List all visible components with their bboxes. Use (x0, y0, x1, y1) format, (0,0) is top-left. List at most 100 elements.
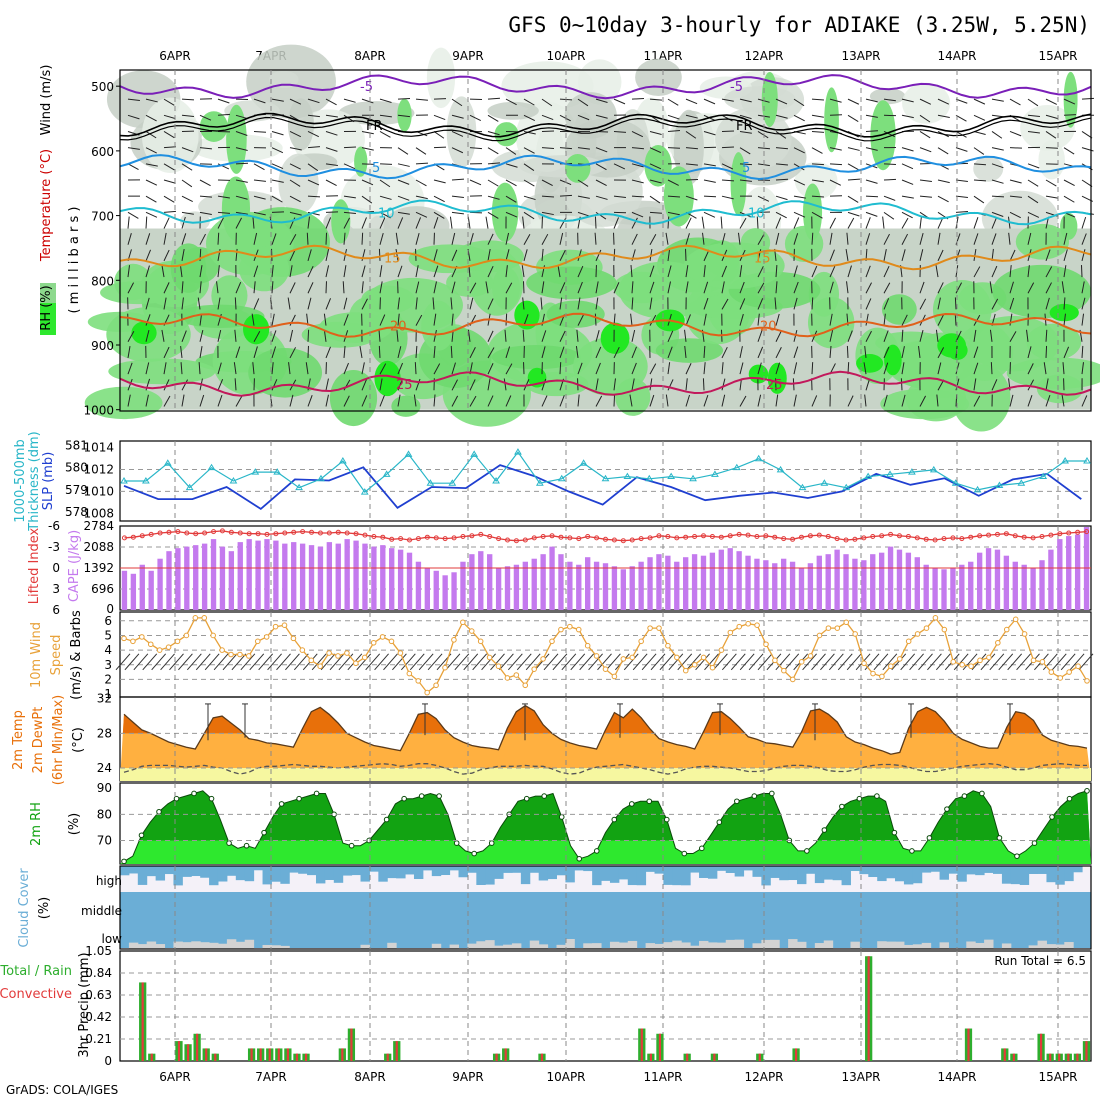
lifted-index-point (558, 534, 564, 540)
cloud-low-bar (609, 941, 620, 949)
wind-barb (487, 114, 499, 122)
cloud-high-bar (191, 866, 201, 877)
wind-barb (523, 114, 535, 122)
wind-barb (793, 281, 799, 294)
wind-barb (721, 114, 733, 122)
cloud-high-bar (921, 866, 932, 873)
cloud-low-bar (877, 941, 887, 949)
wind-barb (937, 195, 949, 203)
wind-barb (811, 395, 818, 407)
cloud-high-bar (298, 866, 308, 874)
rh-shade-gray (426, 47, 456, 109)
wind-barb (1009, 394, 1014, 407)
date-label-top: 15APR (1038, 49, 1077, 63)
rh2m-point (874, 793, 880, 799)
wind-barb (253, 265, 259, 278)
wind10-point (540, 656, 546, 662)
rh-shade-green (331, 199, 351, 244)
temperature-contour (119, 370, 1092, 397)
temperature-line (123, 704, 1088, 755)
wind-barb (325, 147, 338, 152)
precip-convective-bar (1085, 1041, 1088, 1061)
wind-barb (559, 330, 566, 342)
wind10-barb (1078, 653, 1094, 671)
wind-barb (325, 98, 337, 106)
wind-barb (595, 195, 608, 200)
wind-barb (739, 313, 744, 326)
wind-barb (343, 217, 351, 229)
cloud-high-bar (405, 866, 415, 875)
wind10-barb (178, 653, 193, 671)
dewpoint-line (123, 763, 1087, 775)
rh2m-point (979, 790, 985, 797)
wind-barb (1063, 249, 1068, 262)
wind-barb (649, 265, 655, 278)
wind-barb (1009, 331, 1017, 343)
cape-tick: 696 (91, 582, 114, 596)
wind-barb (541, 179, 553, 186)
temp-unit-label: (°C) (71, 727, 86, 753)
precip-convective-bar (758, 1053, 761, 1061)
wind-barb (397, 147, 409, 155)
wind-barb (595, 281, 599, 294)
cape-bar (264, 539, 270, 610)
lifted-index-point (478, 531, 484, 537)
wind-barb (485, 216, 489, 229)
wind-barb (541, 395, 548, 407)
wind-barb (1063, 265, 1067, 278)
precip-tick: 0.21 (85, 1032, 112, 1046)
rh-shade-green (421, 300, 456, 351)
lifted-index-point (121, 535, 127, 541)
wind-barb (882, 216, 885, 229)
wind-barb (505, 232, 510, 245)
wind-barb (847, 98, 860, 105)
rh2m-point (909, 848, 915, 854)
wind-barb (325, 130, 338, 136)
wind-barb (269, 216, 273, 229)
wind-barb (973, 147, 985, 155)
cloud-low-bar (583, 943, 593, 949)
cape-bar (344, 539, 350, 610)
wind10-point (183, 632, 190, 639)
contour-label: 5 (742, 161, 750, 176)
wind10-point (361, 654, 368, 661)
rh2m-point (243, 842, 250, 849)
wind10-barb (980, 653, 996, 671)
date-label-top: 10APR (546, 49, 585, 63)
rh2m-point (313, 790, 320, 797)
wind-barb (667, 265, 672, 278)
cape-bar (656, 554, 662, 610)
wind-barb (613, 130, 627, 133)
wind-barb (721, 265, 728, 278)
wind-barb (343, 146, 357, 149)
wind-barb (559, 194, 573, 197)
lifted-index-point (460, 534, 466, 539)
wind-barb (397, 217, 404, 229)
wind-barb (973, 362, 979, 375)
cloud-high-bar (289, 866, 299, 873)
cloud-high-bar (788, 866, 798, 881)
wind-barb (1027, 195, 1039, 204)
rh2m-point (523, 795, 530, 802)
rh2m-unit-label: (%) (67, 813, 82, 836)
wind-barb (991, 379, 998, 391)
wind-barb (289, 179, 301, 187)
wind-barb (271, 163, 284, 170)
lifted-index-point (843, 537, 849, 543)
wind-barb (127, 362, 133, 375)
wind-barb (793, 329, 798, 342)
wind10-point (201, 615, 208, 621)
wind-barb (901, 163, 914, 170)
thickness-point (535, 479, 544, 486)
wind-barb (721, 98, 734, 102)
rh-shade-gray (1020, 105, 1075, 151)
cloud-low-bar (244, 939, 255, 949)
wind-barb (649, 378, 653, 391)
wind-barb (1045, 114, 1058, 119)
wind-barb (415, 147, 427, 155)
wind-barb (397, 362, 404, 375)
wind-barb (145, 195, 157, 203)
precip-convective-bar (395, 1041, 398, 1061)
wind-barb (955, 282, 963, 294)
wind-barb (487, 130, 500, 136)
